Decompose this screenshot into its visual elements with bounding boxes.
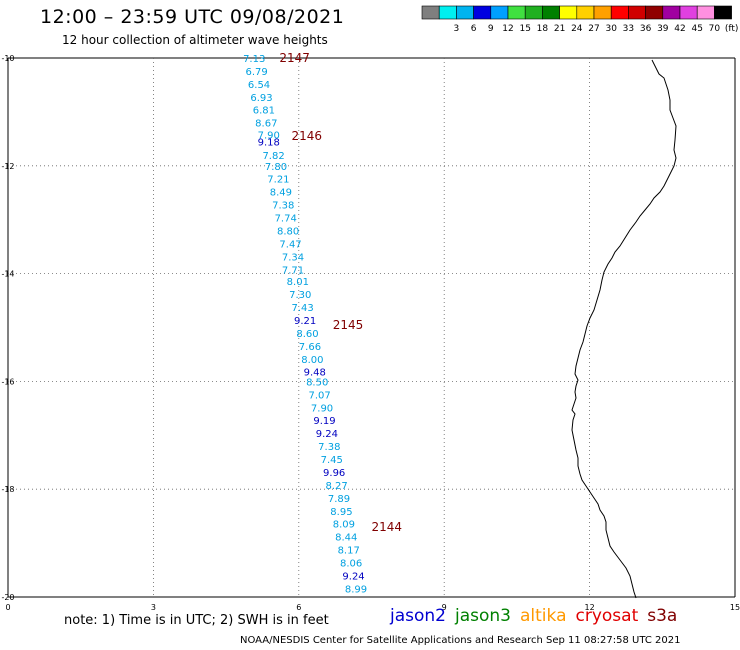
satellite-cryosat: cryosat: [575, 606, 639, 626]
satellite-legend: jason2 jason3 altika cryosat s3a: [390, 606, 686, 626]
wave-height-value: 7.38: [272, 201, 294, 212]
legend-label: 30: [605, 24, 617, 34]
y-tick-label: -16: [1, 377, 14, 386]
legend-label: 27: [588, 24, 599, 34]
wave-height-value: 7.45: [321, 455, 343, 466]
wave-height-value: 8.27: [325, 481, 347, 492]
footer-credit: NOAA/NESDIS Center for Satellite Applica…: [240, 635, 681, 646]
wave-height-value: 6.93: [250, 93, 272, 104]
legend-label: 45: [691, 24, 702, 34]
y-tick-label: -18: [1, 485, 14, 494]
wave-height-value: 7.74: [275, 214, 297, 225]
pass-number-label: 2144: [372, 520, 403, 534]
legend-label: 24: [571, 24, 583, 34]
wave-height-value: 8.80: [277, 226, 299, 237]
legend-label: 18: [537, 24, 549, 34]
wave-height-value: 7.80: [265, 162, 287, 173]
legend-label: 21: [554, 24, 565, 34]
wave-height-points: 7.136.796.546.936.818.677.909.187.827.80…: [243, 54, 367, 595]
wave-height-value: 9.48: [304, 368, 326, 379]
wave-height-value: 6.54: [248, 80, 270, 91]
legend-label: 15: [519, 24, 530, 34]
wave-height-value: 7.90: [258, 131, 280, 142]
pass-labels: 2147 2146 2145 2144: [279, 51, 402, 534]
satellite-jason3: jason3: [455, 606, 511, 626]
page-subtitle: 12 hour collection of altimeter wave hei…: [62, 33, 328, 47]
wave-height-value: 6.81: [253, 106, 275, 117]
footer-note: note: 1) Time is in UTC; 2) SWH is in fe…: [64, 613, 329, 628]
x-tick-label: 0: [5, 603, 10, 612]
wave-height-value: 8.01: [287, 277, 309, 288]
x-tick-label: 15: [730, 603, 740, 612]
wave-height-value: 8.49: [270, 188, 292, 199]
wave-height-value: 8.67: [255, 119, 277, 130]
wave-height-value: 8.50: [306, 377, 328, 388]
legend-label: (ft): [725, 24, 739, 34]
wave-height-value: 8.95: [330, 507, 352, 518]
legend-label: 42: [674, 24, 685, 34]
wave-height-value: 8.99: [345, 584, 367, 595]
pass-number-label: 2146: [292, 129, 323, 143]
wave-height-value: 9.24: [316, 429, 338, 440]
legend-label: 39: [657, 24, 669, 34]
legend-label: 12: [502, 24, 513, 34]
satellite-altika: altika: [520, 606, 567, 626]
wave-height-value: 7.21: [267, 175, 289, 186]
legend-label: 70: [709, 24, 721, 34]
wave-height-value: 7.07: [308, 390, 330, 401]
wave-height-value: 8.06: [340, 559, 362, 570]
x-tick-label: 3: [151, 603, 156, 612]
wave-height-value: 7.30: [289, 290, 311, 301]
x-tick-label: 9: [442, 603, 447, 612]
wave-height-value: 7.89: [328, 494, 350, 505]
wave-height-value: 6.79: [245, 67, 267, 78]
wave-height-value: 8.09: [333, 520, 355, 531]
wave-height-value: 9.96: [323, 468, 345, 479]
satellite-jason2: jason2: [390, 606, 446, 626]
wave-height-value: 7.47: [279, 239, 301, 250]
y-tick-label: -14: [1, 270, 14, 279]
legend-label: 36: [640, 24, 652, 34]
y-tick-label: -10: [1, 54, 14, 63]
legend-swatch: [714, 5, 732, 20]
legend-label: 9: [488, 24, 494, 34]
wave-height-value: 8.00: [301, 355, 323, 366]
wave-height-value: 9.19: [313, 416, 335, 427]
color-legend: 3 6 9 12 15 18 21 24 27 30 33 36 39 42 45 70 (ft): [421, 5, 739, 34]
wave-height-value: 9.24: [342, 571, 364, 582]
wave-height-value: 7.13: [243, 54, 265, 65]
legend-label: 3: [454, 24, 460, 34]
wave-height-value: 7.43: [292, 303, 314, 314]
wave-height-value: 9.21: [294, 316, 316, 327]
wave-height-value: 9.18: [258, 138, 280, 149]
map-grid: 0 3 6 9 12 15 -10 -12 -14 -16 -18 -20: [1, 54, 740, 612]
pass-number-label: 2145: [333, 318, 364, 332]
coastline: [571, 59, 677, 599]
wave-height-value: 7.66: [299, 342, 321, 353]
legend-label: 33: [623, 24, 634, 34]
page-title: 12:00 – 23:59 UTC 09/08/2021: [40, 6, 345, 28]
wave-height-value: 7.71: [282, 265, 304, 276]
wave-height-value: 7.34: [282, 252, 304, 263]
y-tick-label: -12: [1, 162, 14, 171]
x-tick-label: 12: [585, 603, 595, 612]
x-tick-label: 6: [296, 603, 301, 612]
wave-height-value: 7.38: [318, 442, 340, 453]
wave-height-value: 8.17: [338, 546, 360, 557]
wave-height-value: 8.44: [335, 533, 357, 544]
wave-height-value: 7.82: [262, 151, 284, 162]
y-tick-label: -20: [1, 593, 14, 602]
wave-height-value: 8.60: [296, 329, 318, 340]
wave-height-value: 7.90: [311, 403, 333, 414]
legend-label: 6: [471, 24, 477, 34]
satellite-s3a: s3a: [647, 606, 678, 626]
pass-number-label: 2147: [279, 51, 310, 65]
